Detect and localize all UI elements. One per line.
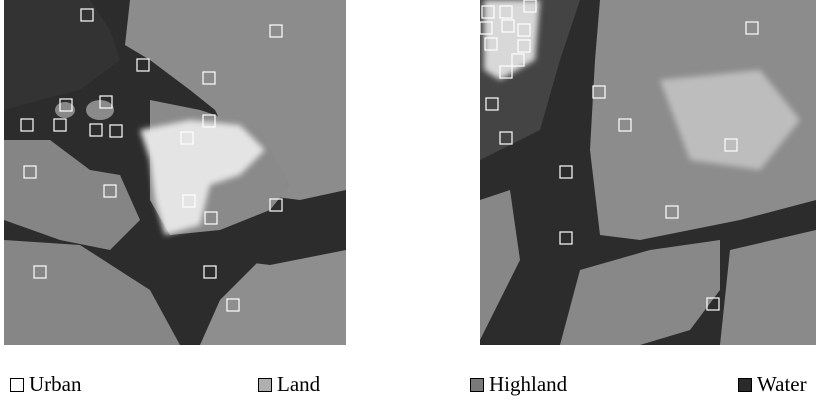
- swatch: [738, 378, 752, 392]
- legend-label: Highland: [489, 372, 567, 397]
- swatch: [470, 378, 484, 392]
- legend-item: Water: [738, 372, 807, 397]
- legend-item: Land: [258, 372, 320, 397]
- legend-item: Highland: [470, 372, 567, 397]
- left-map: [4, 0, 346, 345]
- figure: Urban Land Highland Water: [0, 0, 816, 408]
- legend-item: Urban: [10, 372, 81, 397]
- swatch: [258, 378, 272, 392]
- legend-label: Land: [277, 372, 320, 397]
- swatch: [10, 378, 24, 392]
- panels: [0, 0, 816, 360]
- legend-label: Urban: [29, 372, 81, 397]
- legend-label: Water: [757, 372, 807, 397]
